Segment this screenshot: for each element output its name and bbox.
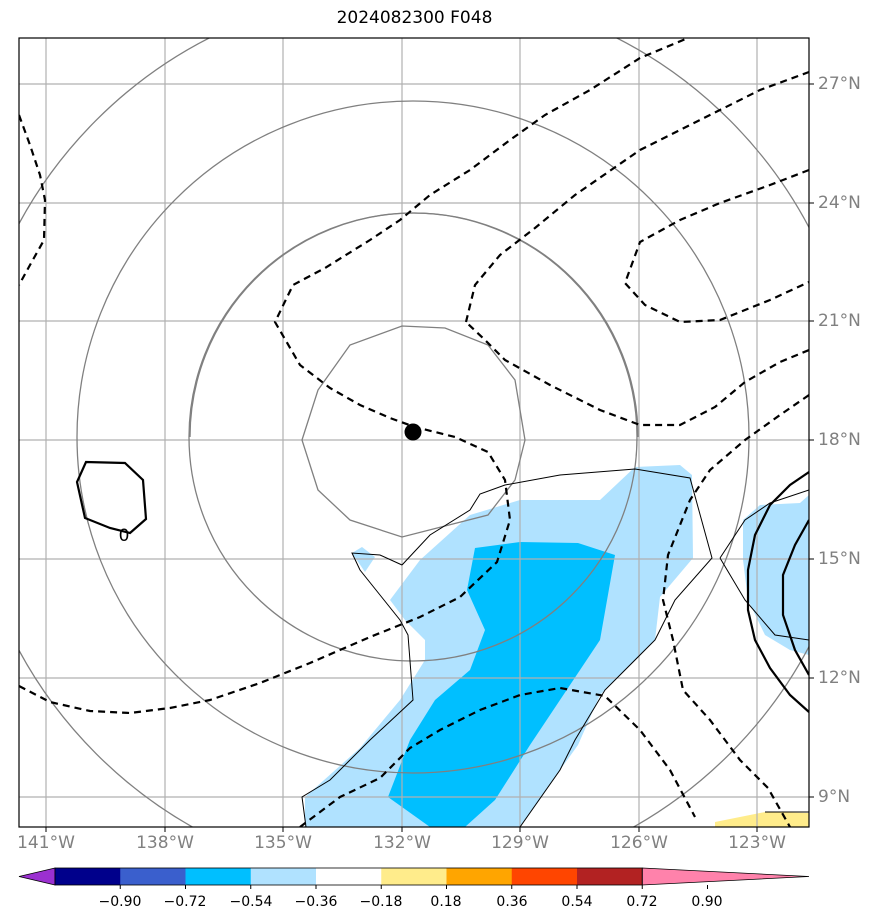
colorbar-tick-label: 0.72 (626, 894, 658, 910)
lon-label: 138°W (136, 833, 194, 853)
anomaly-fill-yellow (715, 812, 809, 827)
lat-label: 24°N (818, 193, 861, 213)
solid-contours (75, 460, 809, 713)
colorbar-segment (185, 868, 252, 885)
lon-label: 135°W (254, 833, 312, 853)
colorbar-extend-low (18, 867, 56, 886)
contour-label: 0 (118, 526, 130, 546)
storm-center-marker (404, 423, 422, 441)
colorbar-segment (120, 868, 186, 885)
colorbar-tick-label: −0.18 (359, 894, 403, 910)
colorbar-segment (316, 868, 382, 885)
lat-label: 18°N (818, 430, 861, 450)
lat-label: 21°N (818, 311, 861, 331)
lat-label: 12°N (818, 668, 861, 688)
colorbar-segment (577, 868, 643, 885)
lon-label: 123°W (728, 833, 786, 853)
colorbar-tick-label: −0.54 (229, 894, 273, 910)
map-title: 2024082300 F048 (336, 8, 493, 28)
anomaly-fill-deep-sky-blue (388, 542, 615, 827)
map-frame (18, 37, 810, 828)
colorbar (18, 867, 810, 889)
colorbar-segment (511, 868, 578, 885)
axis-ticks (45, 83, 814, 832)
colorbar-extend-high (641, 867, 810, 886)
lat-label: 9°N (818, 787, 851, 807)
colorbar-segment (55, 868, 121, 885)
lon-label: 132°W (373, 833, 431, 853)
colorbar-tick-label: −0.72 (163, 894, 207, 910)
colorbar-tick-label: 0.36 (496, 894, 528, 910)
colorbar-tick-label: 0.54 (561, 894, 593, 910)
colorbar-tick-label: −0.36 (294, 894, 338, 910)
colorbar-tick-label: 0.18 (430, 894, 462, 910)
lat-label: 27°N (818, 74, 861, 94)
colorbar-segment (446, 868, 513, 885)
colorbar-segment (381, 868, 447, 885)
thin-contours (301, 468, 809, 827)
lon-label: 129°W (491, 833, 549, 853)
lon-label: 126°W (610, 833, 668, 853)
colorbar-tick-label: −0.90 (98, 894, 142, 910)
lon-label: 141°W (17, 833, 75, 853)
colorbar-tick-label: 0.90 (691, 894, 723, 910)
lat-label: 15°N (818, 549, 861, 569)
colorbar-frame (54, 867, 643, 886)
colorbar-segment (250, 868, 317, 885)
